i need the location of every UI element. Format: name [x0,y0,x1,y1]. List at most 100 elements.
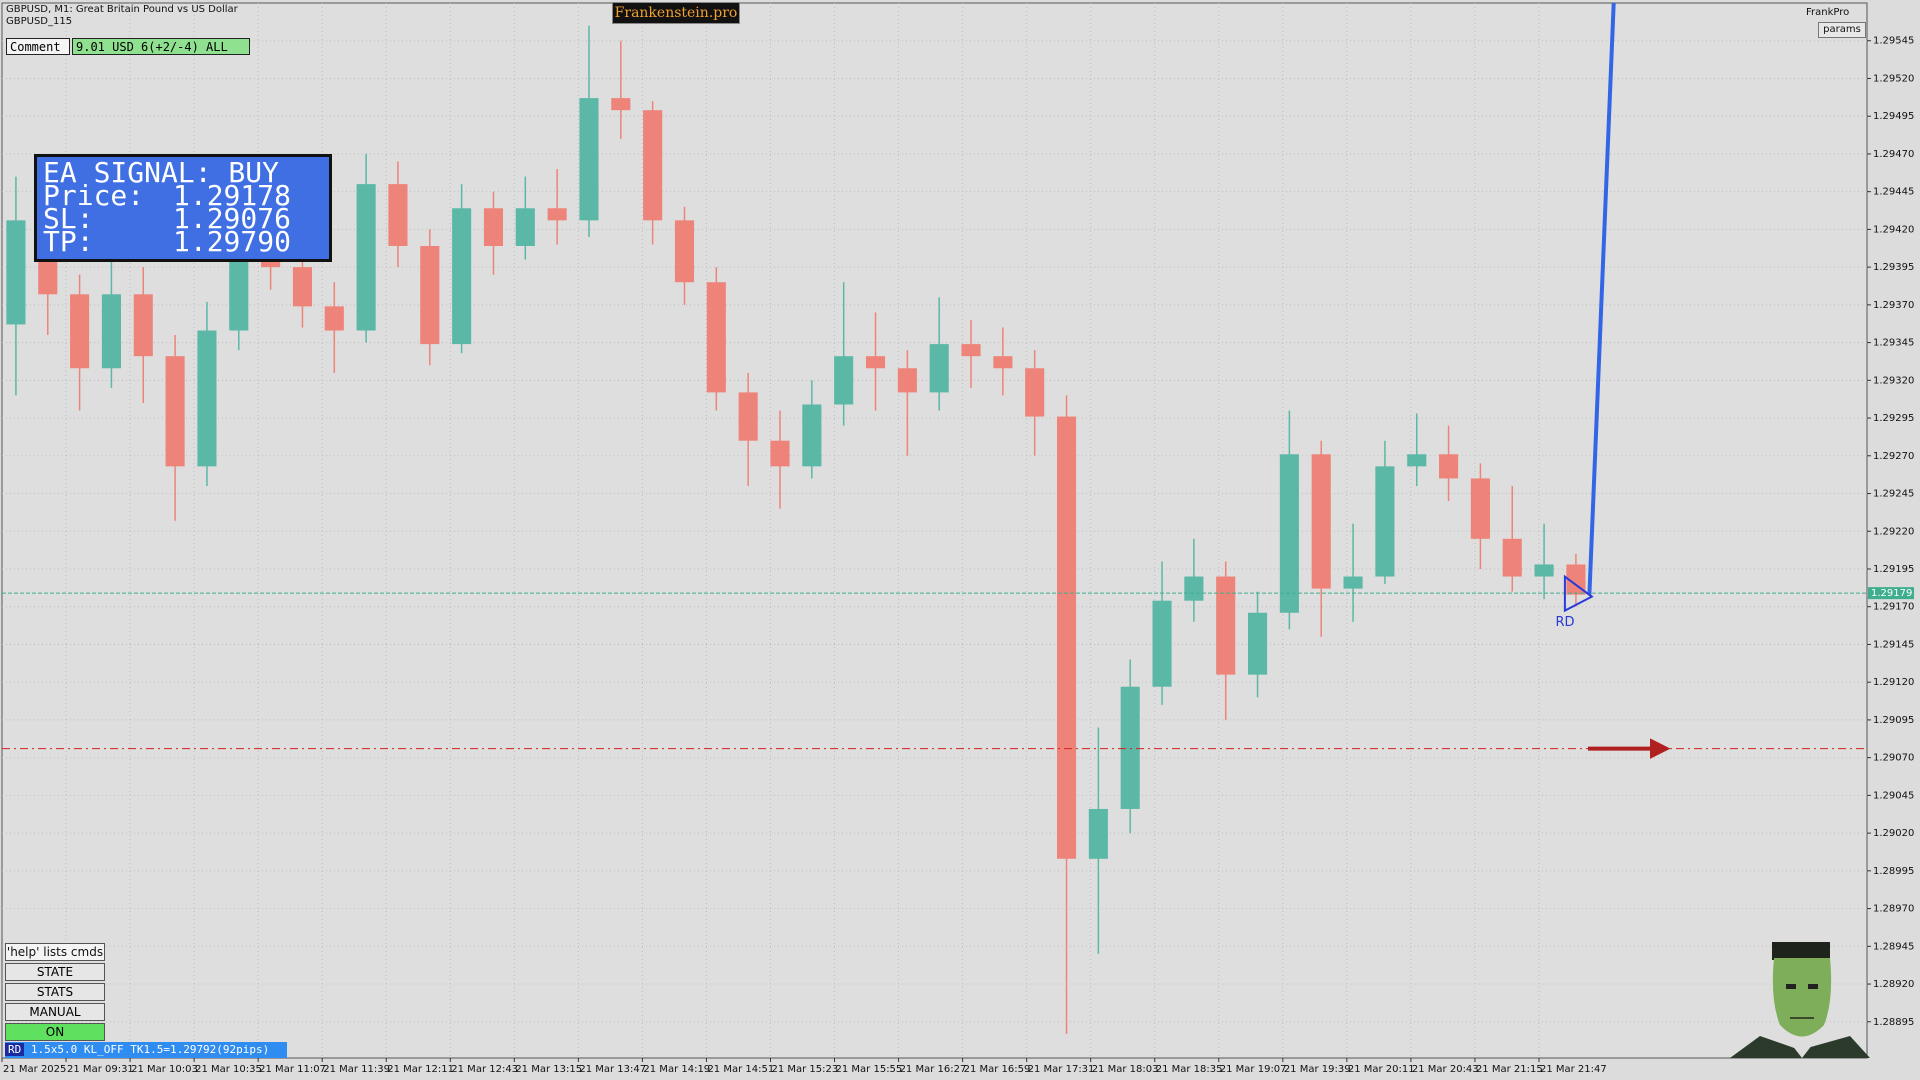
brand-label[interactable]: Frankenstein.pro [612,2,740,24]
candle-body [993,356,1013,369]
x-tick-label: 21 Mar 18:03 [1092,1064,1159,1075]
y-tick-label: 1.29145 [1873,639,1914,650]
candle-body [1248,612,1268,675]
y-tick-label: 1.28995 [1873,866,1914,877]
candle-body [547,208,567,221]
candle-body [1216,576,1236,675]
x-tick-label: 21 Mar 16:27 [900,1064,967,1075]
x-tick-label: 21 Mar 20:43 [1412,1064,1479,1075]
x-tick-label: 21 Mar 17:31 [1028,1064,1095,1075]
current-price-tag [1868,587,1914,600]
x-tick-label: 21 Mar 21:15 [1476,1064,1543,1075]
candle-body [897,368,917,393]
candle-body [261,258,281,268]
candle-body [197,330,217,467]
y-tick-label: 1.28945 [1873,941,1914,952]
signal-sl: 1.29076 [172,202,291,235]
avatar [1730,942,1870,1058]
y-tick-label: 1.29120 [1873,677,1914,688]
candle-body [834,356,854,405]
x-tick-label: 21 Mar 13:47 [579,1064,646,1075]
candle-body [356,184,376,331]
axes: 1.29545 1.29520 1.29495 1.29470 1.29445 1.294… [1,36,1914,1075]
x-tick-label: 21 Mar 12:11 [387,1064,454,1075]
candle-body [1470,478,1490,539]
x-tick-label: 21 Mar 19:07 [1220,1064,1287,1075]
y-tick-label: 1.29520 [1873,73,1914,84]
signal-sl-label: SL: [43,202,94,235]
candle-body [1184,576,1204,601]
x-tick-label: 21 Mar 15:55 [836,1064,903,1075]
y-tick-label: 1.29370 [1873,300,1914,311]
candle-body [1056,416,1077,859]
candle-body [1566,564,1586,595]
candle-body [420,245,440,345]
x-tick-label: 21 Mar 21:47 [1540,1064,1607,1075]
x-tick-label: 21 Mar 13:15 [515,1064,582,1075]
pattern-label: RD [1555,615,1574,630]
x-tick-label: 21 Mar 09:31 [67,1064,134,1075]
y-tick-label: 1.29320 [1873,375,1914,386]
candle-body [1343,576,1363,589]
candle-body [706,282,726,393]
help-hint: 'help' lists cmds [5,943,105,961]
y-tick-label: 1.28920 [1873,979,1914,990]
candle-body [1439,454,1459,479]
x-tick-label: 21 Mar 10:03 [131,1064,198,1075]
candle-body [929,344,949,393]
sl-arrow [1588,738,1671,759]
signal-panel: EA SIGNAL: BUY Price: 1.29178 SL: 1.29076 … [34,154,332,262]
y-tick-label: 1.29420 [1873,224,1914,235]
signal-title: EA SIGNAL: BUY [43,156,280,189]
candle-body [643,110,663,221]
candle-body [611,98,631,111]
control-button[interactable]: MANUAL [5,1003,105,1021]
control-button[interactable]: ON [5,1023,105,1041]
candle-body [770,440,790,467]
x-tick-label: 21 Mar 19:39 [1284,1064,1351,1075]
x-tick-label: 21 Mar 10:35 [195,1064,262,1075]
candle-body [483,208,504,246]
params-button[interactable]: params [1818,22,1866,38]
y-tick-label: 1.29295 [1873,413,1914,424]
candle-body [1025,368,1045,417]
y-tick-label: 1.29170 [1873,602,1914,613]
tp-line [1587,3,1616,595]
x-tick-label: 21 Mar 14:51 [707,1064,774,1075]
candle-body [1152,600,1172,687]
y-tick-label: 1.29195 [1873,564,1914,575]
candle-body [1407,454,1427,467]
y-tick-label: 1.29545 [1873,36,1914,47]
x-tick-label: 21 Mar 14:19 [643,1064,710,1075]
y-tick-label: 1.29020 [1873,828,1914,839]
y-tick-label: 1.29395 [1873,262,1914,273]
y-tick-label: 1.29270 [1873,451,1914,462]
x-tick-label: 21 Mar 2025 [3,1064,66,1075]
candle-body [961,344,981,357]
pattern-triangle [1563,574,1594,613]
signal-row: SL: 1.29076 [43,202,323,235]
candle-body [165,356,185,467]
user-label: FrankPro [1806,7,1850,18]
y-tick-label: 1.29070 [1873,753,1914,764]
y-tick-label: 1.29445 [1873,187,1914,198]
y-tick-label: 1.29245 [1873,489,1914,500]
candle-body [452,208,472,345]
signal-tp: 1.29790 [172,225,291,258]
y-tick-label: 1.28970 [1873,904,1914,915]
candle-body [1279,454,1299,613]
candle-body [324,306,344,331]
x-tick-label: 21 Mar 15:23 [771,1064,838,1075]
candle-body [865,356,886,369]
candle-body [1088,808,1108,859]
x-tick-label: 21 Mar 12:43 [451,1064,518,1075]
grid [2,3,1867,1058]
signal-row: Price: 1.29178 [43,182,323,210]
y-tick-label: 1.29220 [1873,526,1914,537]
candle-body [133,294,153,357]
signal-tp-label: TP: [43,225,94,258]
control-button[interactable]: STATE [5,963,105,981]
y-tick-label: 1.29495 [1873,111,1914,122]
candle-body [515,208,535,246]
control-button[interactable]: STATS [5,983,105,1001]
